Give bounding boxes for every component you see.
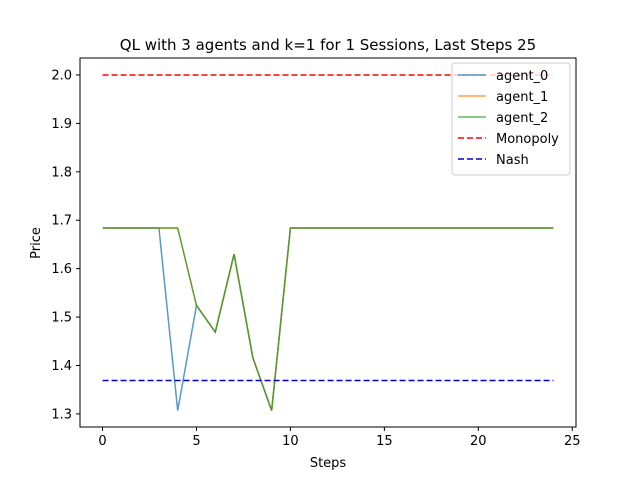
- plot-lines: [102, 74, 554, 411]
- y-tick-label: 1.7: [51, 214, 72, 229]
- legend-label: agent_0: [496, 69, 548, 84]
- y-tick-label: 1.5: [51, 311, 72, 326]
- x-tick-label: 0: [98, 434, 106, 449]
- x-tick-label: 20: [470, 434, 487, 449]
- legend-label: agent_2: [496, 111, 548, 126]
- y-tick-label: 1.9: [51, 117, 72, 132]
- series-line-agent-2: [102, 227, 554, 411]
- x-tick-label: 15: [376, 434, 393, 449]
- legend-label: Monopoly: [496, 132, 559, 147]
- y-axis-label: Price: [29, 227, 44, 259]
- x-tick-label: 10: [282, 434, 299, 449]
- y-tick-label: 2.0: [51, 68, 72, 83]
- x-axis-ticks: 0 5 10 15 20 25: [98, 427, 581, 449]
- chart-title: QL with 3 agents and k=1 for 1 Sessions,…: [120, 36, 536, 54]
- legend-label: agent_1: [496, 90, 548, 105]
- y-tick-label: 1.8: [51, 165, 72, 180]
- y-axis-ticks: 1.3 1.4 1.5 1.6 1.7 1.8 1.9 2.0: [51, 68, 80, 422]
- legend-box: [451, 62, 571, 176]
- plot-frame: [79, 57, 577, 428]
- legend-label: Nash: [496, 153, 529, 168]
- legend: agent_0 agent_1 agent_2 Monopoly Nash: [451, 62, 571, 176]
- x-tick-label: 25: [564, 434, 581, 449]
- y-tick-label: 1.4: [51, 359, 72, 374]
- y-tick-label: 1.6: [51, 262, 72, 277]
- x-axis-label: Steps: [310, 456, 347, 471]
- y-tick-label: 1.3: [51, 407, 72, 422]
- x-tick-label: 5: [192, 434, 200, 449]
